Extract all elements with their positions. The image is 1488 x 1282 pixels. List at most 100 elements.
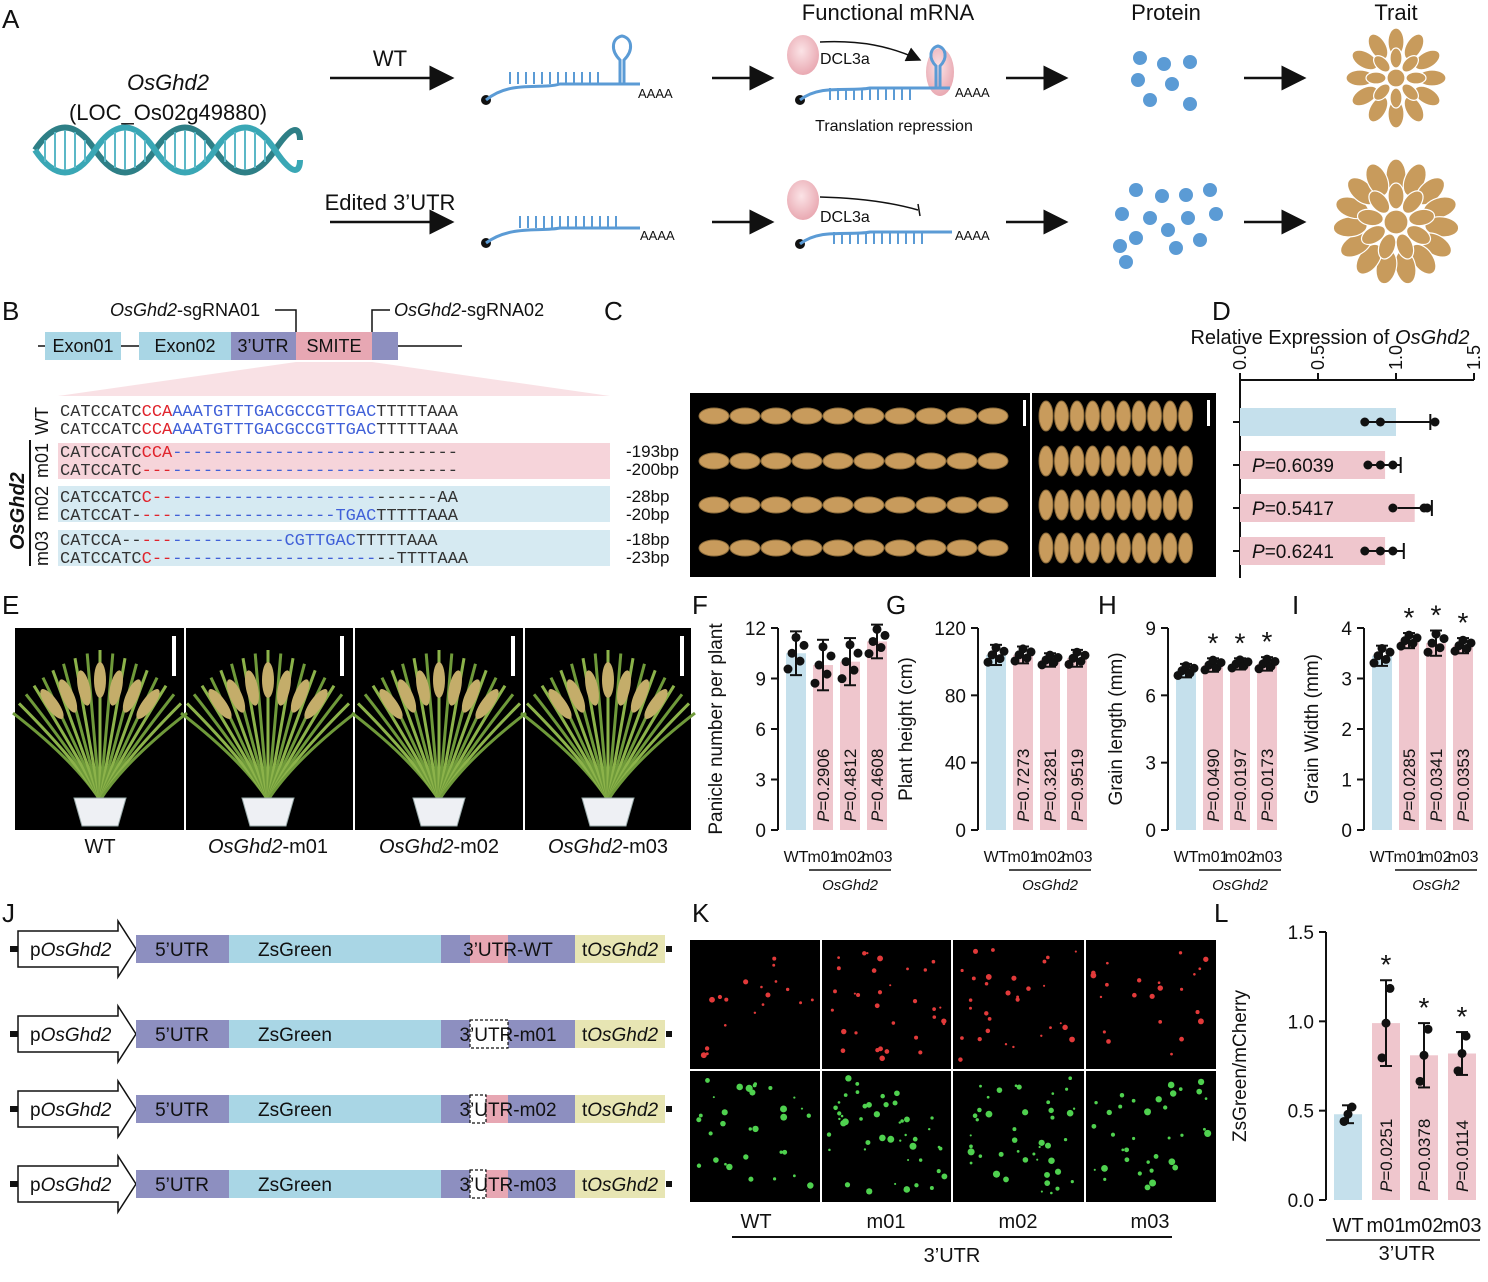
tick-label: 0.0 bbox=[1230, 345, 1250, 370]
zsgreen-spot bbox=[967, 1148, 975, 1156]
grain-length-mark bbox=[977, 407, 1009, 425]
sequence-part: CATCCAT- bbox=[60, 507, 142, 526]
data-point bbox=[783, 664, 793, 674]
bar bbox=[1372, 655, 1392, 830]
data-point bbox=[837, 674, 847, 684]
column-label: m01 bbox=[867, 1211, 906, 1233]
data-point bbox=[995, 654, 1005, 664]
sequence-part: -------------------- bbox=[172, 462, 376, 481]
pot-icon bbox=[412, 797, 466, 827]
k-group-label: 3’UTR bbox=[924, 1245, 981, 1267]
zsgreen-spot bbox=[985, 1110, 993, 1118]
zsgreen-spot bbox=[929, 1185, 934, 1190]
zsgreen-spot bbox=[748, 1127, 752, 1131]
data-point bbox=[872, 624, 882, 634]
panel-j: J pOsGhd2 5’UTR ZsGreen 3’UTR-WT tOsGhd2pOsG… bbox=[2, 898, 672, 1215]
grain-width-mark bbox=[1069, 445, 1085, 477]
mcherry-spot bbox=[914, 1035, 919, 1040]
p-value-label: P=0.3281 bbox=[1041, 749, 1060, 822]
zsgreen-spot bbox=[1055, 1186, 1060, 1191]
fluorescence-labels: WT m01 m02 m03 bbox=[740, 1211, 1169, 1233]
bar bbox=[1230, 663, 1250, 830]
data-point bbox=[1243, 657, 1253, 667]
zsgreen-box bbox=[229, 1170, 441, 1198]
mcherry-spot bbox=[984, 981, 989, 986]
mcherry-spot bbox=[1099, 995, 1103, 999]
zsgreen-spot bbox=[1172, 1164, 1179, 1171]
grain-width-mark bbox=[1116, 400, 1131, 432]
grain-width-mark bbox=[1038, 400, 1054, 432]
grain-length-mark bbox=[698, 407, 730, 425]
zsgreen-spot bbox=[1168, 1158, 1176, 1166]
data-point bbox=[1080, 650, 1090, 660]
significance-star: * bbox=[1262, 626, 1273, 657]
grain-length-mark bbox=[977, 496, 1009, 514]
grain-width-mark bbox=[1131, 489, 1147, 521]
mcherry-spot bbox=[1105, 961, 1109, 965]
data-point bbox=[1404, 630, 1414, 640]
mcherry-spot bbox=[1004, 1043, 1008, 1046]
panel-c-label: C bbox=[604, 296, 623, 326]
panicle bbox=[617, 670, 631, 706]
zsgreen-spot bbox=[780, 1105, 788, 1113]
zsgreen-spot bbox=[1137, 1171, 1142, 1176]
p-symbol: P bbox=[1252, 542, 1265, 563]
mcherry-spot bbox=[765, 992, 771, 998]
sequence-part: --- bbox=[142, 532, 173, 551]
sequence-part: CCA bbox=[142, 403, 173, 422]
mcherry-spot bbox=[973, 948, 979, 954]
data-point bbox=[1381, 654, 1391, 664]
grain-width-mark bbox=[1085, 532, 1100, 564]
data-point bbox=[853, 648, 863, 658]
wt-mrna-icon bbox=[481, 34, 640, 105]
significance-star: * bbox=[1404, 602, 1415, 633]
data-point bbox=[1045, 650, 1055, 660]
sequence-part: -------------------- bbox=[172, 444, 376, 463]
terminator-prefix: t bbox=[582, 940, 588, 961]
mcherry-spot bbox=[1178, 951, 1183, 955]
mcherry-spot bbox=[1015, 997, 1020, 1002]
data-point bbox=[1466, 638, 1476, 648]
zsgreen-spot bbox=[907, 1159, 910, 1162]
zsgreen-spot bbox=[1091, 1123, 1097, 1129]
grain-width-mark bbox=[1131, 445, 1147, 477]
zsgreen-spot bbox=[1110, 1132, 1116, 1137]
grain-width-mark bbox=[1054, 445, 1069, 477]
scale-bar bbox=[680, 636, 684, 676]
grain-rows bbox=[698, 400, 1193, 564]
deletion-size: -20bp bbox=[626, 505, 669, 524]
mcherry-spot bbox=[1005, 990, 1011, 996]
data-point bbox=[1262, 654, 1272, 664]
panicle bbox=[277, 670, 291, 706]
grain-width-mark bbox=[1100, 489, 1116, 521]
terminator-label: tOsGhd2 bbox=[582, 1175, 658, 1196]
protein-dots-high-icon bbox=[1113, 183, 1223, 269]
category-label: m03 bbox=[1061, 849, 1092, 866]
panel-c: C bbox=[604, 296, 1216, 577]
tick-label: 0.5 bbox=[1308, 345, 1328, 370]
tick-label: 1.0 bbox=[1288, 1012, 1314, 1033]
zsgreen-spot bbox=[743, 1154, 749, 1160]
category-label: m03 bbox=[1443, 1215, 1482, 1237]
zsgreen-spot bbox=[1146, 1160, 1150, 1164]
grain-length-mark bbox=[822, 539, 854, 557]
zsgreen-spot bbox=[969, 1161, 973, 1165]
significance-star: * bbox=[1457, 1001, 1468, 1032]
category-label: m03 bbox=[1447, 849, 1478, 866]
p-value: =0.0378 bbox=[1415, 1119, 1434, 1181]
p-symbol: P bbox=[1204, 810, 1223, 822]
category-label: m01 bbox=[1367, 1215, 1406, 1237]
data-point bbox=[818, 642, 828, 652]
constructs: pOsGhd2 5’UTR ZsGreen 3’UTR-WT tOsGhd2pOsGhd… bbox=[10, 918, 672, 1215]
p-value: =0.0173 bbox=[1258, 749, 1277, 811]
p-symbol: P bbox=[1068, 810, 1087, 822]
utr3-tail-box bbox=[372, 332, 398, 360]
terminator-box bbox=[575, 1170, 665, 1198]
mcherry-spot bbox=[1132, 992, 1137, 998]
zsgreen-spot bbox=[1132, 1136, 1136, 1141]
y-axis-label: Grain length (mm) bbox=[1106, 652, 1127, 805]
vector-end bbox=[666, 1106, 672, 1112]
